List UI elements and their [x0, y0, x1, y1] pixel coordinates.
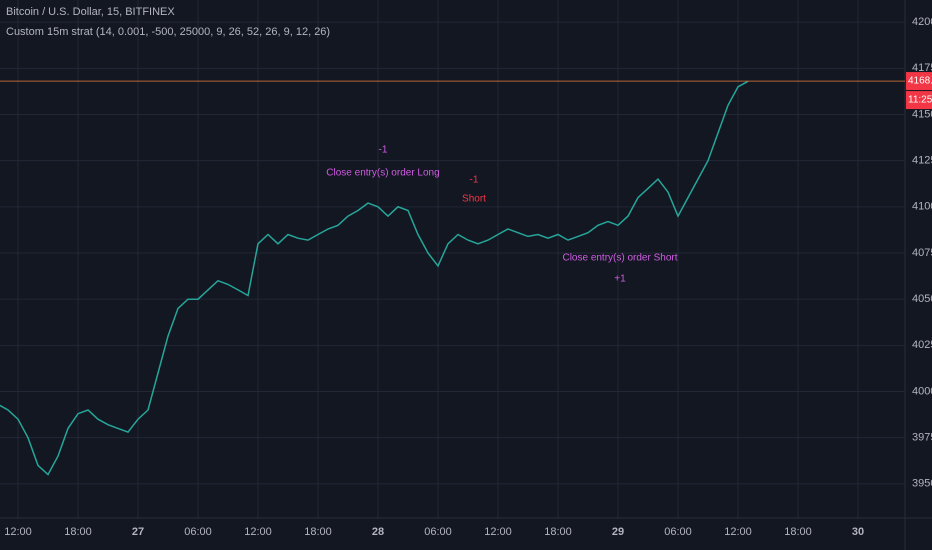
annotation: Close entry(s) order Short — [562, 253, 677, 264]
annotation: Short — [462, 194, 486, 205]
y-tick-label: 4100.0 — [912, 201, 932, 213]
x-tick-label: 30 — [852, 526, 864, 538]
countdown-box — [906, 91, 932, 110]
x-tick-label: 12:00 — [724, 526, 752, 538]
y-tick-label: 4075.0 — [912, 247, 932, 259]
last-price-box — [906, 72, 932, 91]
y-tick-label: 4200.0 — [912, 16, 932, 28]
x-tick-label: 29 — [612, 526, 624, 538]
x-tick-label: 18:00 — [544, 526, 572, 538]
x-tick-label: 18:00 — [784, 526, 812, 538]
x-tick-label: 06:00 — [184, 526, 212, 538]
x-tick-label: 06:00 — [664, 526, 692, 538]
y-tick-label: 4025.0 — [912, 339, 932, 351]
y-tick-label: 3950.0 — [912, 478, 932, 490]
x-tick-label: 28 — [372, 526, 384, 538]
y-tick-label: 3975.0 — [912, 432, 932, 444]
x-tick-label: 18:00 — [64, 526, 92, 538]
x-tick-label: 12:00 — [4, 526, 32, 538]
y-tick-label: 4050.0 — [912, 293, 932, 305]
y-tick-label: 4000.0 — [912, 385, 932, 397]
price-line — [0, 80, 749, 476]
annotation: +1 — [614, 274, 626, 285]
chart-subtitle: Custom 15m strat (14, 0.001, -500, 25000… — [6, 26, 330, 38]
y-tick-label: 4175.0 — [912, 62, 932, 74]
annotation: -1 — [379, 145, 388, 156]
x-tick-label: 18:00 — [304, 526, 332, 538]
annotation: -1 — [470, 175, 479, 186]
last-price-label: 4168.1 — [908, 76, 932, 87]
countdown-label: 11:25 — [908, 95, 932, 106]
y-tick-label: 4150.0 — [912, 108, 932, 120]
chart-title: Bitcoin / U.S. Dollar, 15, BITFINEX — [6, 6, 175, 18]
y-tick-label: 4125.0 — [912, 155, 932, 167]
x-tick-label: 12:00 — [484, 526, 512, 538]
x-tick-label: 27 — [132, 526, 144, 538]
x-tick-label: 06:00 — [424, 526, 452, 538]
annotation: Close entry(s) order Long — [326, 168, 439, 179]
x-tick-label: 12:00 — [244, 526, 272, 538]
